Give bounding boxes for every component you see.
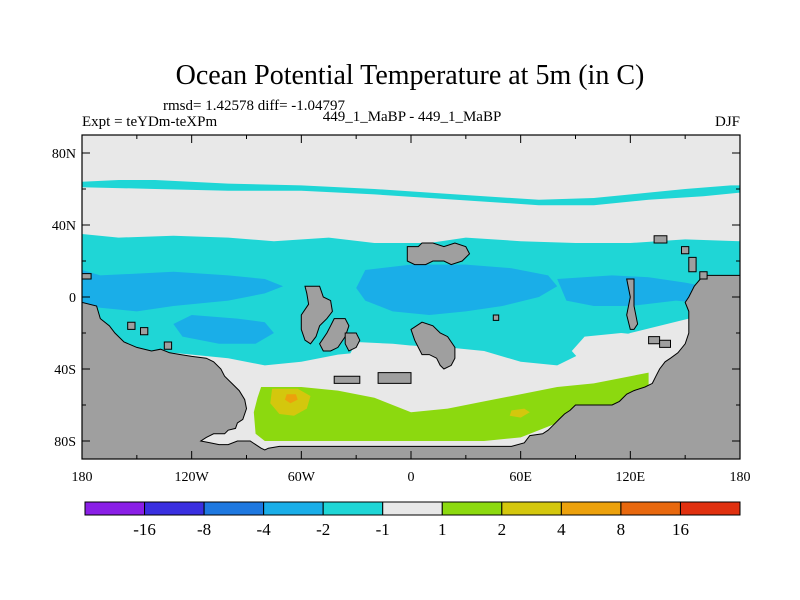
- island-cluster-2: [140, 327, 149, 336]
- colorbar-swatch-1: [144, 501, 205, 516]
- colorbar-swatch-10: [679, 501, 741, 516]
- colorbar-label-7: 4: [557, 520, 566, 539]
- island-cluster-3: [163, 341, 173, 350]
- y-tick-label-0: 80N: [52, 147, 76, 162]
- colorbar-swatch-6: [441, 501, 503, 516]
- chart-title: Ocean Potential Temperature at 5m (in C): [176, 60, 645, 91]
- colorbar-swatch-2: [203, 501, 265, 516]
- y-tick-label-2: 0: [69, 291, 76, 306]
- colorbar-swatch-7: [501, 501, 562, 516]
- case-label: 449_1_MaBP - 449_1_MaBP: [323, 109, 502, 125]
- east-island-1: [648, 336, 661, 345]
- east-peninsula: [626, 278, 639, 330]
- ne-island-1: [653, 235, 668, 244]
- x-tick-label-1: 120W: [175, 470, 210, 485]
- southern-island-2: [377, 372, 412, 384]
- north-central-land: [406, 242, 471, 266]
- x-tick-label-6: 180: [730, 470, 751, 485]
- colorbar-label-6: 2: [498, 520, 507, 539]
- colorbar-label-9: 16: [672, 520, 689, 539]
- y-tick-label-1: 40N: [52, 219, 76, 234]
- colorbar-label-2: -4: [257, 520, 272, 539]
- colorbar-label-0: -16: [133, 520, 156, 539]
- contour-region-6: [347, 342, 494, 378]
- island-160w: [82, 273, 92, 280]
- colorbar-label-1: -8: [197, 520, 211, 539]
- island-cluster-1: [127, 321, 136, 330]
- colorbar-swatch-8: [560, 501, 622, 516]
- central-landmass-1: [300, 285, 333, 345]
- east-island-2: [659, 339, 671, 348]
- colorbar-swatch-4: [322, 501, 384, 516]
- island-20e: [492, 314, 500, 321]
- map-area: [82, 135, 740, 459]
- x-tick-label-0: 180: [72, 470, 93, 485]
- africa-like-land: [410, 321, 456, 370]
- stats-label: rmsd= 1.42578 diff= -1.04797: [163, 98, 346, 114]
- x-tick-label-4: 60E: [509, 470, 532, 485]
- x-tick-label-2: 60W: [288, 470, 316, 485]
- colorbar-swatch-0: [84, 501, 146, 516]
- axes: 180 120W 60W 0 60E 120E 180 80N 40N 0 40S 80S: [52, 134, 751, 485]
- map-field: [82, 135, 740, 459]
- southern-island-1: [333, 375, 361, 384]
- x-tick-label-5: 120E: [616, 470, 646, 485]
- contour-region-2: [82, 270, 284, 312]
- contour-region-3: [356, 264, 558, 315]
- colorbar-swatch-3: [263, 501, 324, 516]
- experiment-label: Expt = teYDm-teXPm: [82, 114, 217, 130]
- ne-island-3: [688, 256, 697, 273]
- contour-region-5: [173, 315, 274, 344]
- americas-west-land: [82, 274, 740, 459]
- ne-island-2: [681, 246, 690, 255]
- contour-region-10: [284, 394, 298, 404]
- season-label: DJF: [715, 114, 740, 130]
- y-tick-label-3: 40S: [54, 363, 76, 378]
- x-tick-label-3: 0: [408, 470, 415, 485]
- colorbar-swatch-5: [382, 501, 443, 516]
- colorbar-label-3: -2: [316, 520, 330, 539]
- central-landmass-2: [319, 318, 350, 352]
- y-tick-label-4: 80S: [54, 435, 76, 450]
- contour-region-8: [253, 372, 649, 441]
- contour-region-11: [509, 408, 530, 418]
- ne-island-4: [699, 271, 708, 280]
- contour-region-7: [571, 333, 667, 369]
- contour-region-0: [82, 180, 740, 206]
- colorbar-label-4: -1: [376, 520, 390, 539]
- central-landmass-3: [344, 332, 361, 352]
- colorbar-label-5: 1: [438, 520, 447, 539]
- colorbar: -16 -8 -4 -2 -1 1 2 4 8 16: [84, 501, 741, 539]
- colorbar-swatch-9: [620, 501, 681, 516]
- colorbar-label-8: 8: [617, 520, 626, 539]
